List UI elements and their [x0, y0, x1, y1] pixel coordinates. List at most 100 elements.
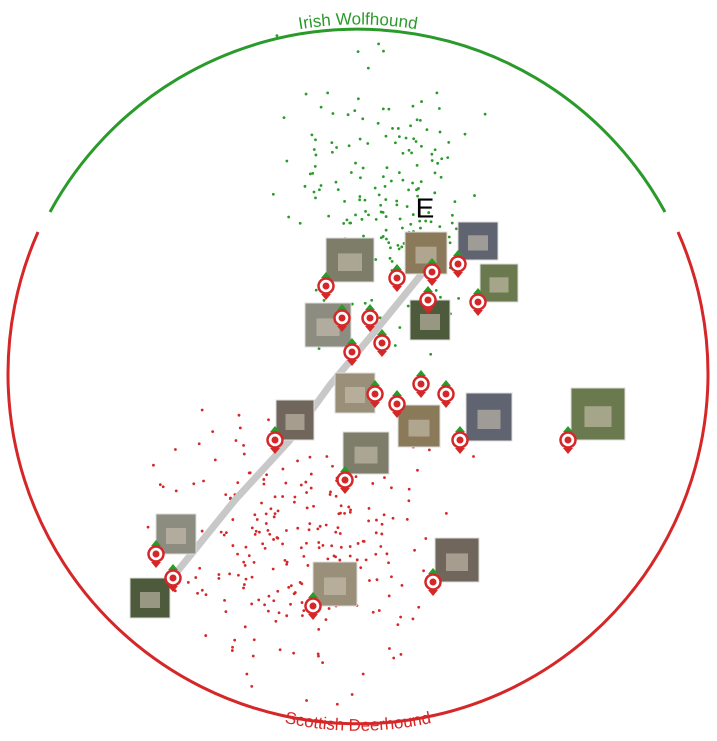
- point: [152, 463, 155, 467]
- point: [381, 175, 385, 179]
- point: [457, 297, 461, 300]
- point: [434, 288, 438, 292]
- point: [374, 218, 378, 221]
- point: [236, 481, 240, 485]
- marker-core: [454, 260, 462, 268]
- point: [261, 542, 265, 546]
- point: [385, 552, 389, 556]
- point: [382, 49, 385, 53]
- point: [158, 483, 162, 487]
- point: [326, 91, 330, 95]
- point: [374, 552, 378, 556]
- point: [289, 602, 292, 606]
- point: [312, 504, 315, 508]
- point: [243, 625, 247, 629]
- point: [262, 482, 266, 486]
- point: [473, 194, 476, 197]
- point: [397, 247, 401, 251]
- marker-arrow: [151, 540, 161, 546]
- point: [371, 482, 375, 485]
- point: [309, 472, 313, 476]
- point: [293, 495, 297, 499]
- point: [411, 617, 415, 621]
- point: [346, 113, 350, 117]
- point: [300, 614, 304, 618]
- point: [317, 654, 320, 658]
- marker-arrow: [168, 586, 178, 592]
- point: [273, 495, 277, 499]
- point: [435, 91, 439, 95]
- marker-arrow: [308, 614, 318, 620]
- point: [311, 171, 315, 175]
- point: [373, 186, 377, 190]
- point: [384, 228, 388, 232]
- point: [287, 215, 291, 219]
- point: [429, 220, 433, 224]
- marker-arrow: [428, 568, 438, 574]
- marker-arrow: [453, 272, 463, 278]
- point: [317, 347, 321, 351]
- point: [299, 546, 303, 550]
- marker-arrow: [473, 310, 483, 316]
- thumbnail-detail: [324, 577, 346, 595]
- thumbnails: [129, 221, 626, 619]
- point: [223, 598, 226, 602]
- marker-arrow: [347, 360, 357, 366]
- point: [334, 530, 338, 534]
- point: [242, 583, 246, 586]
- point: [417, 605, 421, 609]
- point: [324, 523, 328, 527]
- point: [374, 258, 378, 261]
- point: [359, 176, 362, 180]
- thumbnail-detail: [584, 406, 612, 427]
- point: [348, 510, 352, 514]
- thumbnail-detail: [354, 446, 378, 464]
- point: [302, 609, 306, 613]
- point: [230, 649, 234, 652]
- point: [348, 554, 352, 558]
- point: [200, 529, 204, 533]
- point: [318, 524, 322, 528]
- thumbnail-detail: [408, 419, 430, 437]
- point: [173, 589, 177, 593]
- point: [242, 452, 246, 456]
- point: [396, 243, 400, 247]
- marker-core: [378, 339, 386, 347]
- point: [281, 495, 285, 498]
- point: [383, 476, 386, 479]
- point: [355, 558, 359, 562]
- point: [289, 584, 293, 588]
- point: [204, 593, 208, 597]
- point: [198, 566, 202, 570]
- point: [304, 92, 308, 96]
- point: [338, 558, 342, 562]
- marker-arrow: [321, 272, 331, 278]
- point: [231, 544, 235, 547]
- point: [252, 560, 256, 564]
- point: [370, 298, 374, 302]
- point: [401, 178, 405, 182]
- point: [283, 558, 287, 562]
- point: [211, 430, 215, 433]
- point: [196, 591, 199, 595]
- point: [319, 184, 323, 187]
- class-label-bottom-text: Scottish Deerhound: [283, 708, 432, 735]
- point: [354, 475, 358, 479]
- point: [454, 227, 458, 231]
- point: [412, 137, 416, 141]
- point: [305, 699, 308, 702]
- point: [275, 34, 279, 38]
- point: [248, 471, 252, 475]
- point: [404, 136, 408, 140]
- point: [250, 602, 254, 606]
- point: [222, 533, 226, 537]
- point: [399, 652, 403, 656]
- point: [411, 213, 415, 216]
- point: [287, 585, 291, 589]
- point: [316, 652, 320, 656]
- point: [266, 609, 270, 613]
- point: [439, 175, 443, 179]
- point: [313, 164, 317, 168]
- point: [332, 554, 336, 558]
- class-arc-top: [48, 27, 667, 213]
